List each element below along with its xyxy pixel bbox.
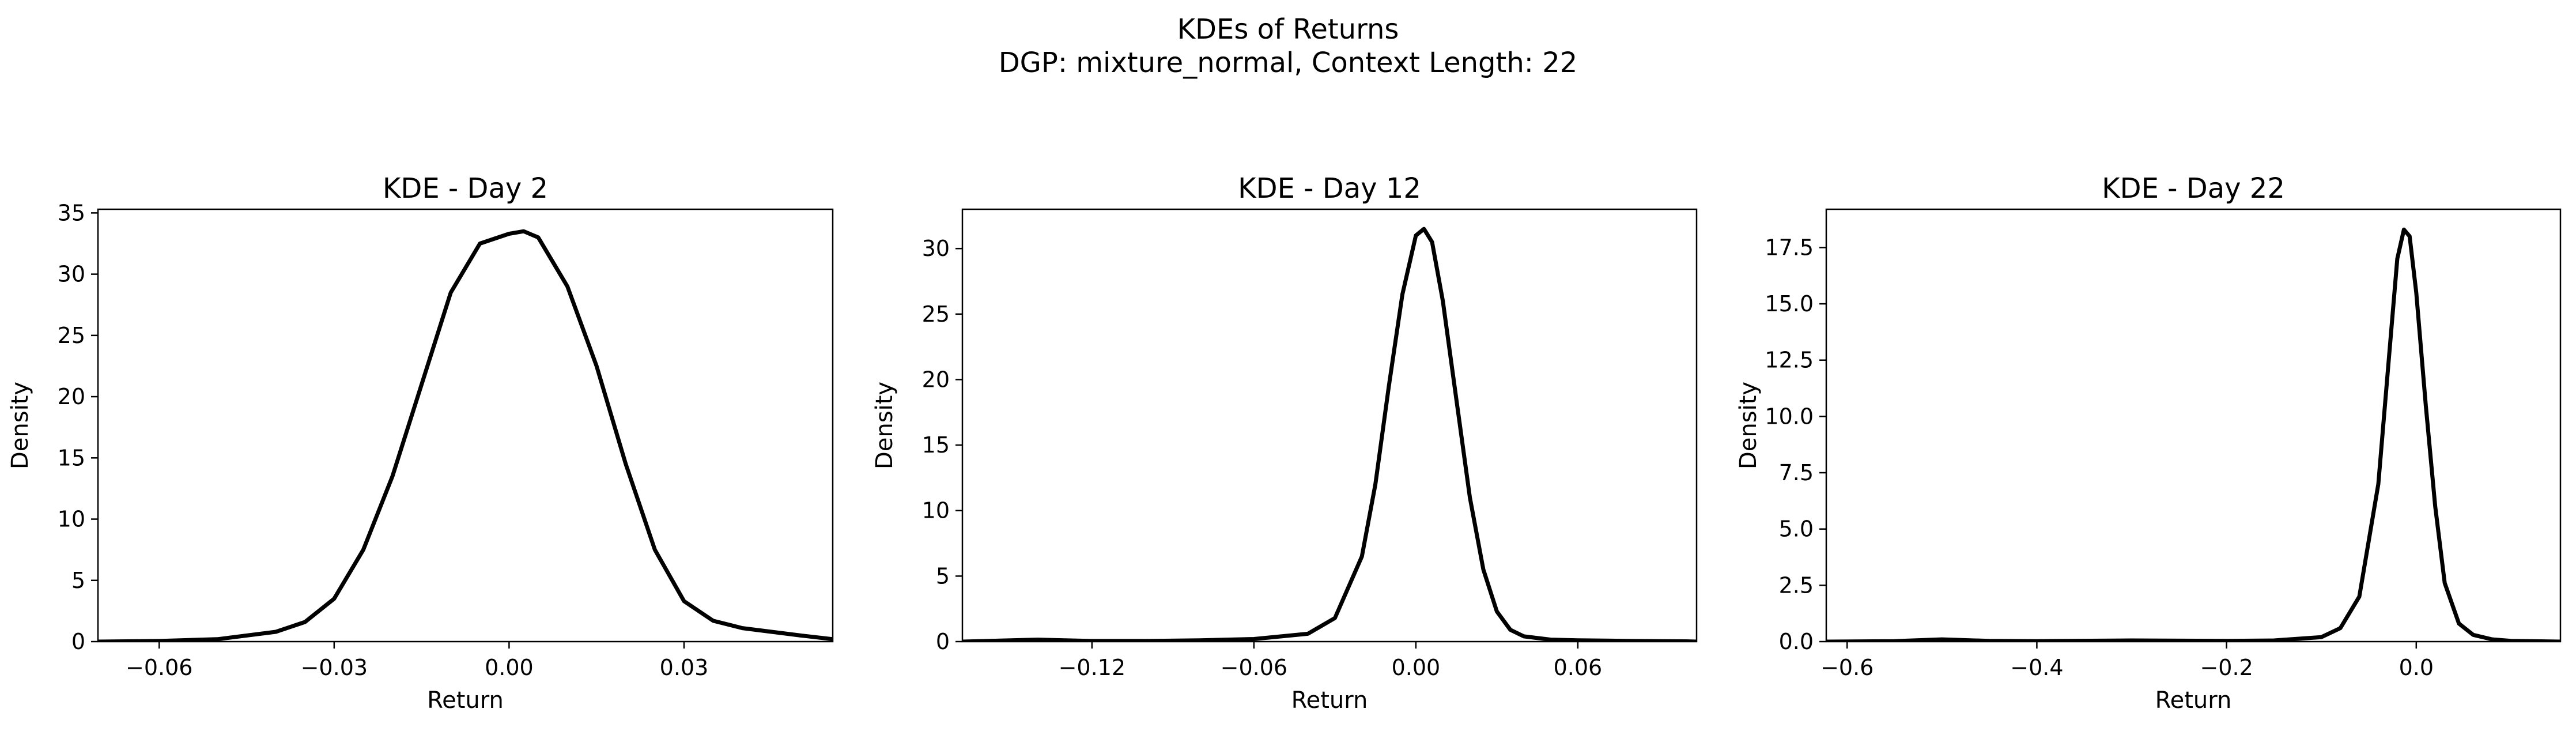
subplot-title: KDE - Day 12 [1238,172,1421,205]
y-tick-label: 5.0 [1779,517,1814,542]
y-axis-label: Density [1735,382,1762,469]
x-tick-label: 0.00 [1392,655,1441,680]
x-tick-label: −0.2 [2200,655,2253,680]
x-tick-label: 0.00 [485,655,534,680]
subplot-title: KDE - Day 22 [2102,172,2285,205]
x-tick-label: −0.6 [1820,655,1874,680]
subplot-title: KDE - Day 2 [383,172,548,205]
y-tick-label: 20 [58,384,85,409]
x-tick-label: −0.06 [126,655,192,680]
y-tick-label: 10.0 [1765,404,1814,429]
plot-frame [961,208,1698,643]
x-tick-label: 0.06 [1554,655,1603,680]
y-tick-label: 5 [936,563,950,589]
y-tick-label: 12.5 [1765,348,1814,373]
y-tick-label: 25 [922,301,950,327]
y-tick-label: 5 [71,568,85,593]
y-tick-label: 2.5 [1779,572,1814,598]
y-tick-label: 35 [58,200,85,225]
x-tick-label: −0.06 [1221,655,1287,680]
y-tick-label: 0.0 [1779,629,1814,654]
x-axis-label: Return [1291,687,1368,714]
y-tick-label: 20 [922,367,950,392]
y-tick-label: 0 [71,629,85,654]
x-tick-label: 0.0 [2399,655,2434,680]
x-tick-label: −0.12 [1059,655,1125,680]
figure-title-line-2: DGP: mixture_normal, Context Length: 22 [998,47,1578,79]
subplot-day-22: KDE - Day 22 −0.6 −0.4 −0.2 0.0 0.0 2.5 5.0 7.5 1… [1735,172,2562,714]
kde-line [98,229,833,642]
y-tick-label: 10 [58,507,85,532]
y-tick-label: 0 [936,629,950,654]
plot-frame [1825,208,2562,643]
subplot-day-2: KDE - Day 2 −0.06 −0.03 0.00 0.03 0 5 10 15 20 25 3… [7,172,834,714]
y-tick-label: 25 [58,323,85,348]
x-tick-label: 0.03 [660,655,709,680]
figure-title-line-1: KDEs of Returns [1177,13,1399,46]
y-tick-label: 7.5 [1779,460,1814,485]
y-tick-label: 15 [922,432,950,458]
y-tick-label: 17.5 [1765,235,1814,260]
plot-frame [97,208,834,643]
x-tick-label: −0.4 [2010,655,2063,680]
x-axis-label: Return [427,687,504,714]
y-tick-label: 30 [58,262,85,287]
figure-title: KDEs of Returns DGP: mixture_normal, Con… [0,13,2576,80]
y-tick-label: 15 [58,445,85,470]
x-axis-label: Return [2155,687,2232,714]
kde-line [962,227,1697,642]
y-tick-label: 10 [922,498,950,523]
y-tick-label: 15.0 [1765,291,1814,316]
kde-line [1826,227,2560,642]
y-axis-label: Density [7,382,33,469]
x-tick-label: −0.03 [301,655,368,680]
y-tick-label: 30 [922,236,950,261]
y-axis-label: Density [871,382,898,469]
subplot-day-12: KDE - Day 12 −0.12 −0.06 0.00 0.06 0 5 10 15 20 25… [871,172,1698,714]
